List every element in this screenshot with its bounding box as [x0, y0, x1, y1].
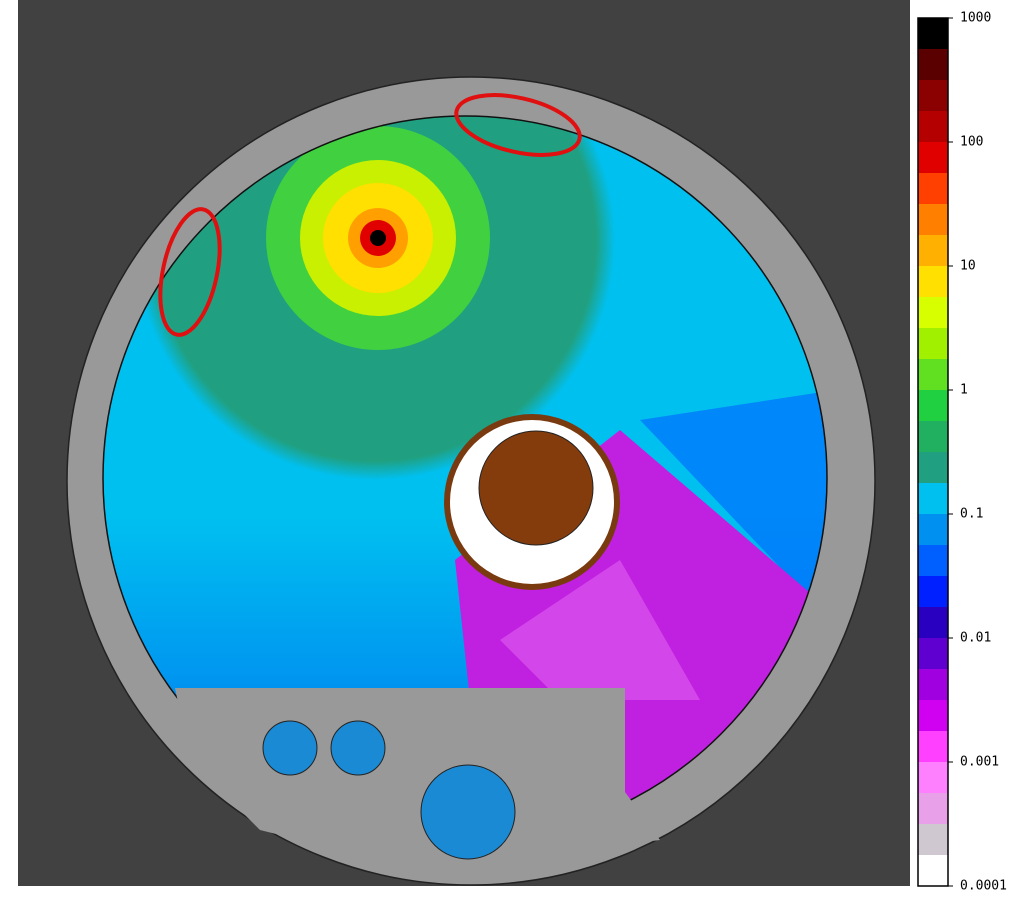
- color-band: [918, 638, 948, 670]
- color-band: [918, 49, 948, 81]
- tick-label: 10: [960, 259, 976, 274]
- color-band: [918, 824, 948, 856]
- highlight: [454, 93, 582, 157]
- color-band: [918, 235, 948, 267]
- color-band: [918, 700, 948, 732]
- tick-label: 100: [960, 135, 983, 150]
- color-band: [918, 483, 948, 515]
- field-band: [640, 380, 827, 620]
- color-band: [918, 607, 948, 639]
- source: [370, 230, 386, 246]
- color-band: [918, 545, 948, 577]
- colorbar: 1000 100 10 1 0.1 0.01 0.001 0.0001: [917, 11, 1007, 894]
- tick-label: 1: [960, 383, 968, 398]
- color-band: [918, 514, 948, 546]
- color-band: [918, 80, 948, 112]
- color-band: [918, 855, 948, 887]
- color-band: [918, 452, 948, 484]
- color-band: [918, 793, 948, 825]
- channel: [330, 720, 386, 776]
- color-band: [918, 204, 948, 236]
- color-band: [918, 731, 948, 763]
- tick-label: 0.001: [960, 755, 999, 770]
- color-band: [918, 390, 948, 422]
- color-band: [918, 173, 948, 205]
- color-band: [918, 328, 948, 360]
- color-band: [918, 111, 948, 143]
- channel: [420, 764, 516, 860]
- color-band: [918, 762, 948, 794]
- color-band: [918, 669, 948, 701]
- shadow-wedge-light: [500, 560, 700, 700]
- channel: [262, 720, 318, 776]
- color-band: [918, 359, 948, 391]
- color-band: [918, 18, 948, 50]
- tick-label: 0.0001: [960, 879, 1007, 894]
- tick-label: 0.01: [960, 631, 991, 646]
- highlight: [158, 207, 222, 337]
- color-band: [918, 142, 948, 174]
- tick-label: 0.1: [960, 507, 983, 522]
- color-band: [918, 421, 948, 453]
- colorbar-frame: [917, 17, 949, 887]
- color-band: [918, 266, 948, 298]
- tick-label: 1000: [960, 11, 991, 26]
- color-band: [918, 576, 948, 608]
- color-band: [918, 297, 948, 329]
- pipe-core: [478, 430, 594, 546]
